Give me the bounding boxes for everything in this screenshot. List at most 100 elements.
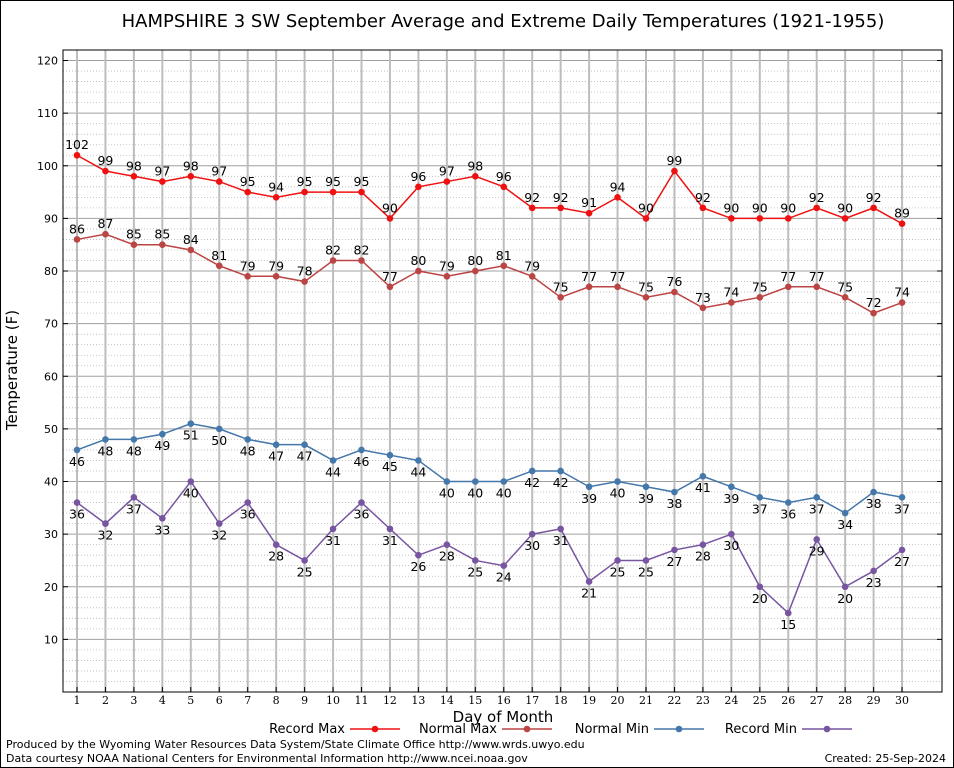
y-tick-label: 120 [37, 55, 58, 68]
data-point [841, 583, 849, 591]
data-point [187, 172, 195, 180]
data-label: 21 [581, 585, 597, 600]
data-label: 25 [638, 564, 654, 579]
data-label: 32 [211, 528, 227, 543]
data-label: 40 [467, 486, 483, 501]
data-point [159, 178, 166, 185]
x-tick-label: 7 [244, 694, 251, 707]
data-label: 37 [126, 501, 142, 516]
data-label: 20 [837, 591, 853, 606]
data-point [272, 441, 280, 448]
x-tick-label: 21 [639, 694, 653, 707]
data-label: 94 [610, 179, 626, 194]
x-tick-label: 4 [159, 694, 166, 707]
data-point [585, 209, 593, 217]
data-label: 51 [183, 428, 199, 443]
data-point [813, 536, 820, 543]
y-tick-label: 40 [44, 476, 58, 489]
data-point [472, 478, 479, 485]
data-point [329, 525, 337, 533]
data-point [500, 562, 508, 570]
data-point [784, 215, 792, 222]
data-label: 77 [382, 269, 398, 284]
data-point [215, 178, 223, 185]
data-label: 75 [553, 279, 569, 294]
data-label: 98 [467, 158, 483, 173]
data-point [614, 194, 621, 201]
data-point [443, 478, 451, 485]
data-label: 92 [553, 190, 569, 205]
data-label: 26 [410, 559, 426, 574]
x-tick-label: 17 [525, 694, 539, 707]
data-point [301, 278, 308, 285]
data-point [215, 262, 223, 270]
data-label: 82 [354, 242, 370, 257]
data-label: 92 [866, 190, 882, 205]
data-point [614, 557, 621, 564]
data-label: 75 [638, 279, 654, 294]
data-label: 42 [553, 475, 569, 490]
data-label: 97 [211, 164, 227, 179]
data-point [329, 257, 337, 264]
data-label: 79 [268, 258, 284, 273]
data-point [159, 430, 166, 438]
data-point [841, 215, 849, 222]
data-label: 90 [638, 200, 654, 215]
data-label: 34 [837, 517, 853, 532]
data-label: 42 [524, 475, 540, 490]
plot-background [63, 50, 942, 692]
data-label: 40 [496, 486, 512, 501]
data-label: 95 [354, 174, 370, 189]
data-point [187, 420, 195, 427]
data-point [642, 294, 650, 301]
data-label: 27 [894, 554, 910, 569]
data-point [500, 478, 508, 485]
data-point [557, 294, 564, 301]
data-point [528, 204, 536, 212]
data-point [898, 493, 906, 501]
data-label: 40 [183, 486, 199, 501]
series-line-normal-min [76, 422, 903, 514]
data-label: 82 [325, 242, 341, 257]
data-label: 39 [581, 491, 597, 506]
legend-marker [823, 725, 831, 733]
data-point [73, 236, 81, 243]
legend-marker [371, 725, 379, 733]
legend-label: Record Max [269, 722, 345, 737]
legend: Record Max Normal Max Normal Min Record Min [269, 722, 852, 737]
data-label: 96 [496, 169, 512, 184]
x-tick-label: 22 [667, 694, 681, 707]
data-label: 90 [752, 200, 768, 215]
data-label: 31 [382, 533, 398, 548]
data-point [841, 509, 849, 517]
data-point [472, 172, 479, 180]
data-point [528, 530, 536, 538]
y-tick-label: 80 [44, 265, 58, 278]
data-label: 44 [325, 464, 341, 479]
data-point [642, 557, 650, 564]
data-point [756, 493, 764, 501]
data-point [73, 446, 81, 454]
data-point [358, 446, 365, 454]
y-tick-label: 70 [44, 318, 58, 331]
data-label: 25 [467, 564, 483, 579]
x-tick-label: 15 [468, 694, 482, 707]
data-label: 94 [268, 179, 284, 194]
data-label: 39 [723, 491, 739, 506]
x-tick-label: 5 [187, 694, 194, 707]
data-point [415, 551, 422, 559]
data-point [699, 204, 707, 212]
data-label: 97 [439, 164, 455, 179]
data-label: 46 [69, 454, 85, 469]
data-label: 31 [553, 533, 569, 548]
data-point [557, 525, 564, 533]
series-line-record-max [76, 154, 903, 225]
data-label: 41 [695, 480, 711, 495]
data-point [73, 499, 81, 506]
data-point [671, 488, 678, 496]
data-label: 91 [581, 195, 597, 210]
series-line-record-min [76, 480, 903, 615]
data-point [813, 493, 820, 501]
data-label: 75 [837, 279, 853, 294]
data-label: 38 [666, 496, 682, 511]
